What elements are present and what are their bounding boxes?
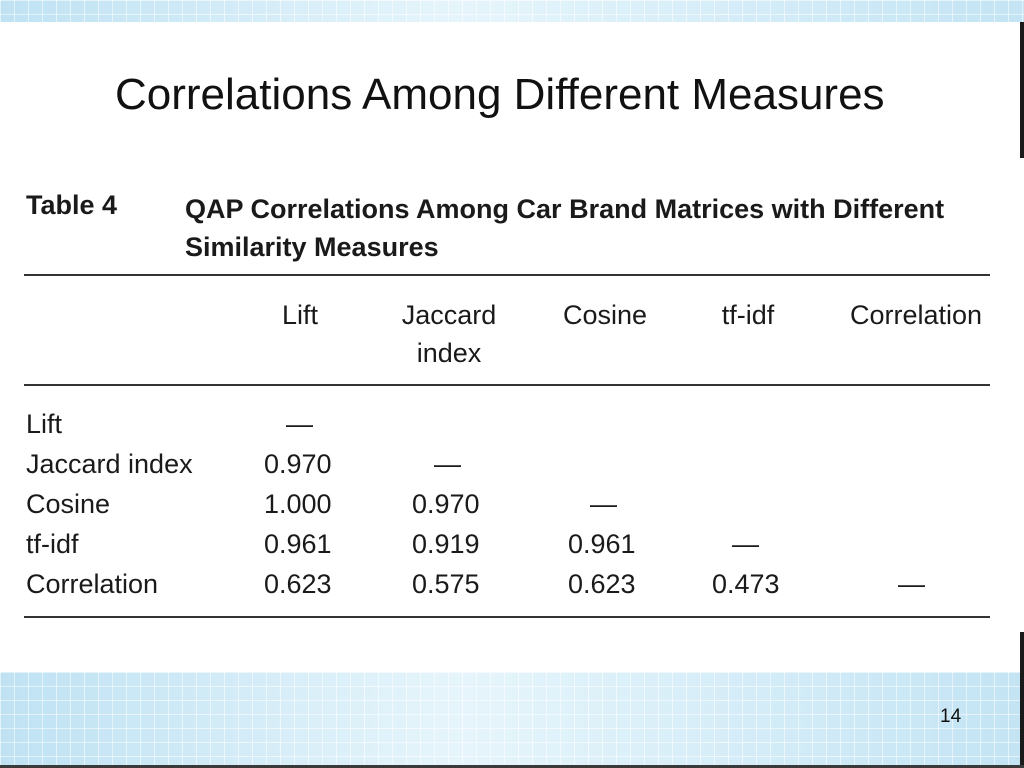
- col-header-jaccard-line1: Jaccard: [401, 300, 497, 330]
- cell-correlation-tfidf: 0.473: [712, 569, 780, 599]
- table-number: Table 4: [26, 190, 118, 220]
- top-decorative-band: [0, 0, 1024, 22]
- page-number: 14: [940, 706, 962, 727]
- col-header-tfidf: tf-idf: [696, 296, 800, 334]
- header-rule: [24, 384, 990, 386]
- cell-tfidf-jaccard: 0.919: [412, 529, 480, 559]
- col-header-jaccard-line2: index: [416, 338, 482, 368]
- col-header-correlation: Correlation: [842, 296, 990, 334]
- cell-cosine-lift: 1.000: [264, 489, 332, 519]
- bottom-edge-line: [0, 765, 1024, 768]
- cell-tfidf-cosine: 0.961: [568, 529, 636, 559]
- right-edge-bar-top: [1020, 22, 1024, 158]
- table-caption: Table 4 QAP Correlations Among Car Brand…: [24, 186, 990, 272]
- cell-correlation-jaccard: 0.575: [412, 569, 480, 599]
- bottom-rule: [24, 616, 990, 618]
- row-label-tfidf: tf-idf: [26, 529, 79, 559]
- cell-tfidf-lift: 0.961: [264, 529, 332, 559]
- slide-title: Correlations Among Different Measures: [115, 70, 885, 119]
- cell-cosine-cosine: —: [590, 489, 617, 519]
- col-header-correlation-line2: Correlation: [849, 300, 983, 330]
- cell-correlation-lift: 0.623: [264, 569, 332, 599]
- row-label-jaccard-index: Jaccard index: [26, 449, 193, 479]
- cell-jaccard-lift: 0.970: [264, 449, 332, 479]
- col-header-tfidf-line2: tf-idf: [721, 300, 775, 330]
- cell-cosine-jaccard: 0.970: [412, 489, 480, 519]
- cell-lift-lift: —: [286, 409, 313, 439]
- cell-correlation-cosine: 0.623: [568, 569, 636, 599]
- cell-correlation-correlation: —: [898, 569, 925, 599]
- col-header-cosine: Cosine: [544, 296, 666, 334]
- row-label-lift: Lift: [26, 409, 63, 439]
- right-edge-bar-bottom: [1020, 632, 1024, 768]
- top-rule: [24, 274, 990, 276]
- cell-jaccard-jaccard: —: [434, 449, 461, 479]
- row-label-cosine: Cosine: [26, 489, 111, 519]
- row-label-correlation: Correlation: [26, 569, 159, 599]
- bottom-decorative-band: [0, 672, 1024, 768]
- col-header-lift: Lift: [260, 296, 340, 334]
- correlation-table: Table 4 QAP Correlations Among Car Brand…: [24, 186, 990, 618]
- col-header-lift-line2: Lift: [281, 300, 319, 330]
- caption-line-1: QAP Correlations Among Car Brand Matrice…: [185, 194, 945, 224]
- col-header-jaccard: Jaccard index: [384, 296, 514, 372]
- caption-line-2: Similarity Measures: [185, 232, 439, 262]
- col-header-cosine-line2: Cosine: [562, 300, 648, 330]
- table-caption-text: QAP Correlations Among Car Brand Matrice…: [185, 190, 985, 266]
- cell-tfidf-tfidf: —: [732, 529, 759, 559]
